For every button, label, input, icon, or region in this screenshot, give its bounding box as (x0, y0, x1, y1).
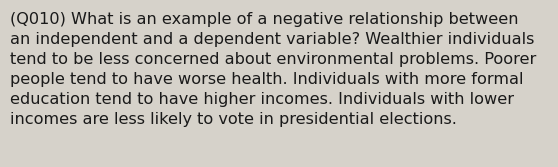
Text: (Q010) What is an example of a negative relationship between
an independent and : (Q010) What is an example of a negative … (10, 12, 536, 127)
